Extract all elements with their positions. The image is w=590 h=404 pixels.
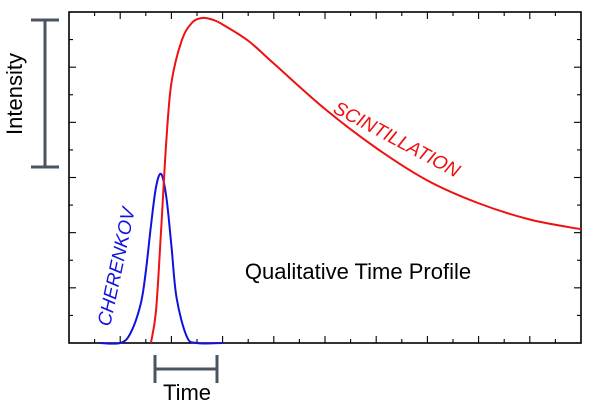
y-axis-label: Intensity xyxy=(2,53,27,135)
cherenkov-label: CHERENKOV xyxy=(94,204,140,328)
tick-marks xyxy=(69,12,581,343)
series-line-cherenkov xyxy=(99,172,223,345)
y-scale-bar xyxy=(31,18,59,169)
scintillation-label: SCINTILLATION xyxy=(330,98,464,182)
series-line-scintillation xyxy=(149,16,582,344)
x-scale-bar xyxy=(153,355,219,383)
chart-title: Qualitative Time Profile xyxy=(245,259,471,284)
plot-frame xyxy=(68,11,582,344)
x-axis-label: Time xyxy=(163,380,211,404)
